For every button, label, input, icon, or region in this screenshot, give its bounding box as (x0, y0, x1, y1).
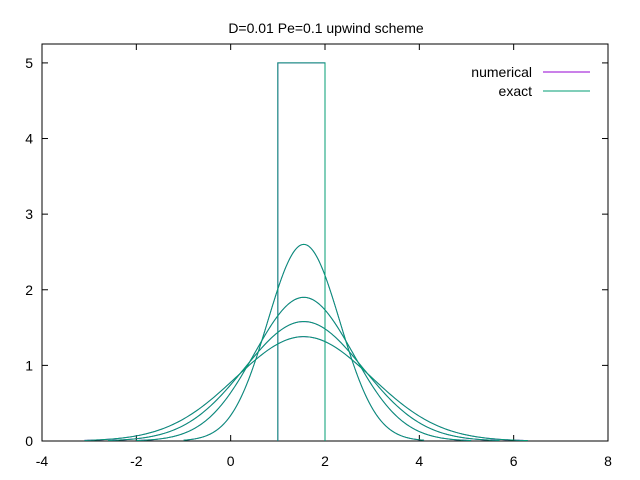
numerical-curve-1 (183, 243, 425, 441)
x-tick-label: 8 (604, 453, 612, 469)
y-tick-label: 0 (25, 433, 33, 449)
y-tick-label: 4 (25, 131, 33, 147)
x-tick-label: 0 (227, 453, 235, 469)
series-exact (84, 62, 528, 442)
y-tick-label: 3 (25, 206, 33, 222)
y-tick-label: 5 (25, 55, 33, 71)
exact-initial-pulse (277, 62, 326, 441)
series-numerical (84, 62, 528, 442)
series-layer (84, 62, 528, 442)
y-tick-label: 2 (25, 282, 33, 298)
numerical-curve-3 (108, 321, 500, 441)
x-tick-label: -4 (36, 453, 49, 469)
x-tick-label: 4 (415, 453, 423, 469)
legend: numerical exact (471, 64, 590, 99)
numerical-curve-4 (84, 336, 528, 442)
exact-curve-4 (84, 336, 528, 442)
exact-curve-2 (136, 296, 472, 442)
legend-label-exact: exact (499, 83, 533, 99)
x-tick-label: 2 (321, 453, 329, 469)
x-tick-label: -2 (130, 453, 143, 469)
legend-label-numerical: numerical (471, 64, 532, 80)
axis-ticks: -4 -2 0 2 4 6 8 0 1 2 3 4 5 (25, 44, 612, 469)
exact-curve-1 (183, 243, 425, 441)
numerical-curve-2 (136, 296, 472, 442)
numerical-initial-pulse (277, 62, 326, 441)
chart-title: D=0.01 Pe=0.1 upwind scheme (228, 20, 424, 36)
exact-curve-3 (108, 321, 500, 441)
y-tick-label: 1 (25, 357, 33, 373)
x-tick-label: 6 (510, 453, 518, 469)
